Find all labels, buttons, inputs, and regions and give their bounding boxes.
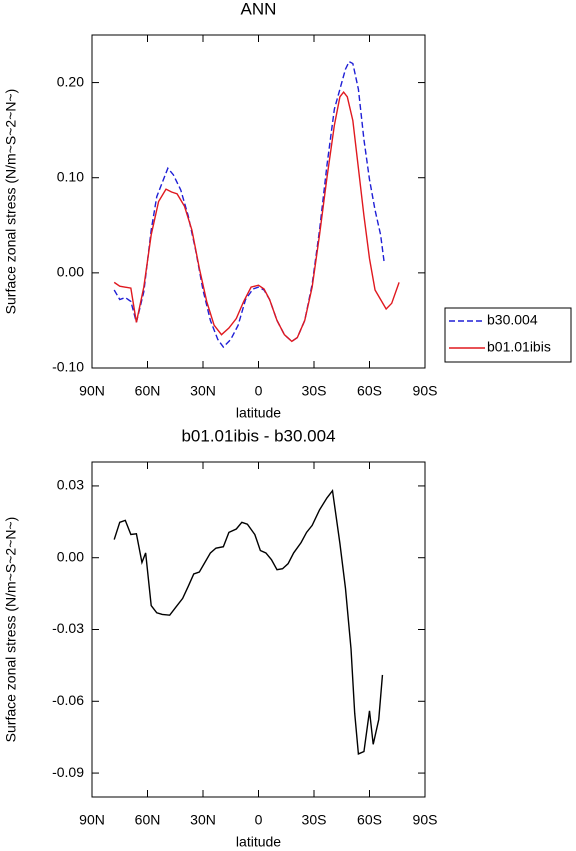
x-tick-label: 0 bbox=[255, 383, 263, 399]
x-tick-label: 60S bbox=[357, 383, 382, 399]
x-tick-label: 90S bbox=[413, 383, 438, 399]
x-tick-label: 90S bbox=[413, 812, 438, 828]
plot-frame bbox=[91, 34, 426, 369]
x-tick-label: 60S bbox=[357, 812, 382, 828]
y-tick-label: 0.20 bbox=[57, 73, 84, 89]
y-axis-label: Surface zonal stress (N/m~S~2~N~) bbox=[3, 89, 19, 315]
chart-title: ANN bbox=[241, 0, 277, 18]
y-tick-label: -0.03 bbox=[52, 620, 84, 636]
data-line bbox=[113, 60, 385, 349]
y-tick-label: -0.06 bbox=[52, 692, 84, 708]
x-tick-label: 30N bbox=[190, 812, 216, 828]
chart-title: b01.01ibis - b30.004 bbox=[181, 426, 335, 445]
legend-box bbox=[444, 307, 572, 363]
x-tick-label: 60N bbox=[135, 812, 161, 828]
x-tick-label: 30N bbox=[190, 383, 216, 399]
y-tick-label: -0.09 bbox=[52, 764, 84, 780]
y-axis-label: Surface zonal stress (N/m~S~2~N~) bbox=[3, 517, 19, 743]
legend-label: b01.01ibis bbox=[487, 339, 551, 355]
y-tick-label: -0.10 bbox=[52, 359, 84, 375]
x-axis-label: latitude bbox=[236, 405, 281, 421]
x-tick-label: 60N bbox=[135, 383, 161, 399]
legend-label: b30.004 bbox=[487, 312, 538, 328]
x-tick-label: 30S bbox=[302, 812, 327, 828]
x-tick-label: 30S bbox=[302, 383, 327, 399]
y-tick-label: 0.03 bbox=[57, 477, 84, 493]
x-tick-label: 90N bbox=[79, 812, 105, 828]
y-tick-label: 0.10 bbox=[57, 168, 84, 184]
plot-frame bbox=[91, 461, 426, 798]
data-line bbox=[113, 488, 384, 755]
x-tick-label: 0 bbox=[255, 812, 263, 828]
data-line bbox=[113, 90, 400, 343]
y-tick-label: 0.00 bbox=[57, 264, 84, 280]
x-axis-label: latitude bbox=[236, 834, 281, 850]
y-tick-label: 0.00 bbox=[57, 548, 84, 564]
x-tick-label: 90N bbox=[79, 383, 105, 399]
